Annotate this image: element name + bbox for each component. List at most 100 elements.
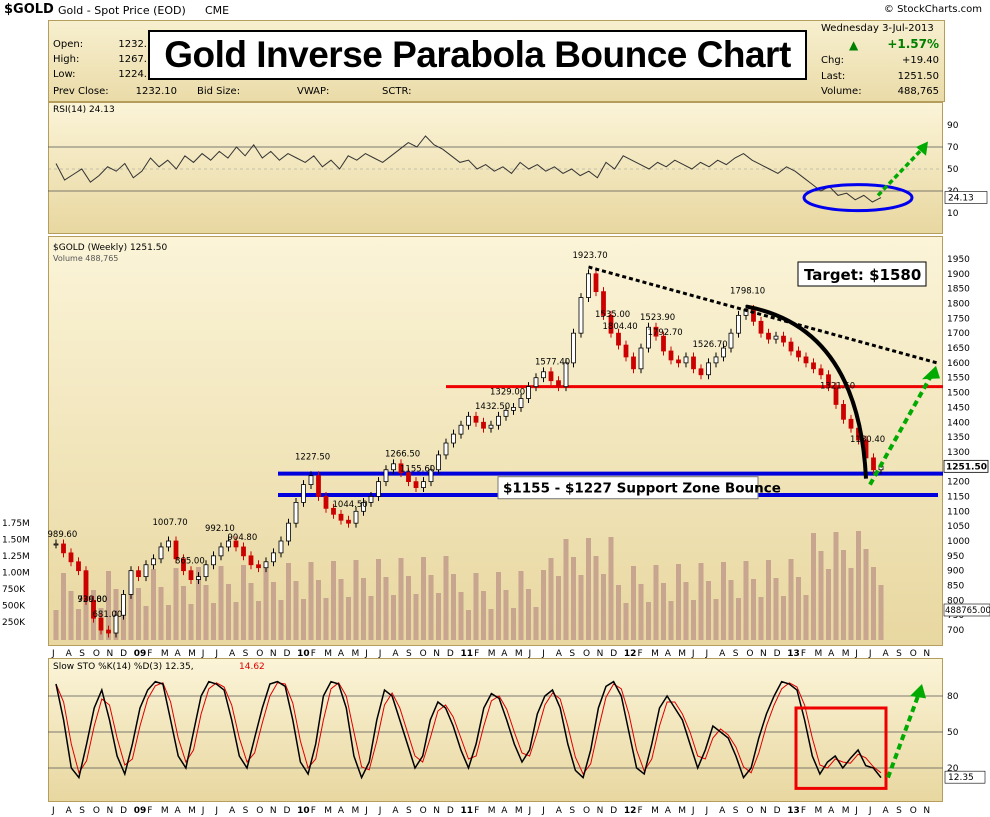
candle-body: [676, 359, 681, 364]
candle-body: [226, 540, 231, 548]
month-tick-label: N: [597, 649, 604, 658]
price-tick-label: 1600: [947, 359, 970, 369]
description: Gold - Spot Price (EOD): [58, 4, 186, 17]
downtrend-line: [588, 265, 938, 365]
month-tick-label: N: [760, 806, 767, 815]
volume-bar: [293, 581, 299, 640]
candle-body: [841, 404, 846, 420]
month-tick-label: M: [161, 649, 169, 658]
month-tick-label: N: [760, 649, 767, 658]
volume-tick-label: 750K: [2, 585, 26, 595]
month-tick-label: A: [392, 806, 399, 815]
price-point-label: 926.00: [78, 595, 108, 605]
volume-bar: [316, 580, 321, 640]
volume-bar: [428, 575, 434, 640]
month-tick-label: O: [746, 649, 753, 658]
volume-bar: [706, 581, 711, 640]
volume-bar: [871, 567, 876, 640]
volume-bar: [608, 537, 614, 640]
candle-body: [811, 362, 816, 370]
volume-bar: [691, 600, 696, 640]
volume-bar: [233, 602, 239, 640]
candle-body: [826, 374, 831, 388]
candle-body: [586, 273, 591, 298]
sto-arrow-line: [886, 695, 920, 779]
volume-bar: [458, 592, 464, 640]
volume-bar: [286, 563, 291, 640]
volume-bar: [158, 587, 164, 640]
price-tick-label: 1300: [947, 448, 970, 458]
price-tick-label: 1550: [947, 374, 970, 384]
candle-body: [428, 469, 434, 483]
volume-bar: [818, 551, 824, 640]
candle-body: [413, 481, 419, 488]
volume-bar: [728, 580, 734, 640]
month-tick-label: M: [352, 806, 360, 815]
month-tick-label: M: [814, 806, 822, 815]
volume-bar: [331, 561, 336, 640]
month-tick-label: A: [883, 806, 890, 815]
up-arrow-icon: ▲: [849, 38, 859, 52]
month-tick-label: F: [801, 649, 806, 658]
volume-bar: [721, 562, 726, 640]
candle-body: [451, 433, 456, 444]
month-tick-label: S: [79, 806, 85, 815]
candle-body: [698, 368, 704, 376]
month-tick-label: M: [188, 649, 196, 658]
price-point-label: 1535.00: [595, 310, 630, 320]
candle-body: [691, 356, 696, 370]
price-tick-label: 950: [947, 552, 964, 562]
volume-bar: [278, 600, 284, 640]
month-axis-bottom: J A S O N D 09 F M A M J J A S O N D 10 F M A M J J A S O N D 11 F M A M J J…: [51, 806, 930, 815]
month-tick-label: M: [515, 649, 523, 658]
candle-body: [503, 409, 509, 417]
candle-body: [721, 347, 726, 358]
month-tick-label: J: [378, 649, 382, 658]
volume-bar: [473, 573, 479, 640]
candle-body: [376, 481, 381, 497]
rsi-tick-label: 50: [947, 165, 959, 175]
month-tick-label: A: [556, 649, 563, 658]
candle-body: [218, 546, 224, 557]
month-tick-label: O: [420, 806, 427, 815]
month-tick-label: A: [338, 806, 345, 815]
rsi-tick-label: 10: [947, 209, 959, 219]
candle-body: [248, 555, 254, 566]
candle-body: [151, 558, 156, 566]
volume-bar: [773, 578, 779, 640]
rsi-chart: 907050301024.13: [48, 121, 988, 219]
candle-body: [661, 335, 666, 352]
candle-body: [481, 421, 486, 429]
sto-last-box: [944, 770, 986, 784]
volume-bar: [481, 591, 486, 640]
volume-bar: [878, 585, 884, 640]
bid-size-label: Bid Size:: [197, 86, 241, 97]
chg-label: Chg:: [821, 55, 845, 66]
sto-tick-label: 80: [947, 692, 959, 702]
volume-bar: [413, 594, 419, 640]
month-tick-label: 11: [460, 649, 473, 658]
candle-body: [653, 326, 659, 337]
month-tick-label: 09: [134, 806, 147, 815]
candle-body: [623, 344, 629, 358]
support-callout: [497, 476, 759, 500]
month-tick-label: J: [868, 806, 872, 815]
price-point-label: 1266.50: [385, 450, 420, 460]
candle-body: [848, 418, 854, 429]
high-label: High:: [53, 54, 80, 65]
volume-bar: [751, 579, 756, 640]
volume-bar: [421, 557, 426, 640]
month-tick-label: J: [528, 649, 532, 658]
volume-bar: [548, 558, 554, 640]
volume-bar: [863, 549, 869, 640]
open-label: Open:: [53, 39, 84, 50]
price-point-label: 1526.70: [693, 340, 728, 350]
volume-bar: [788, 559, 794, 640]
volume-bar: [826, 569, 831, 640]
month-tick-label: 11: [460, 806, 473, 815]
candle-body: [773, 335, 779, 340]
volume-bar: [563, 539, 569, 640]
volume-bar: [623, 603, 629, 640]
month-tick-label: S: [243, 649, 249, 658]
volume-bar: [533, 607, 539, 640]
